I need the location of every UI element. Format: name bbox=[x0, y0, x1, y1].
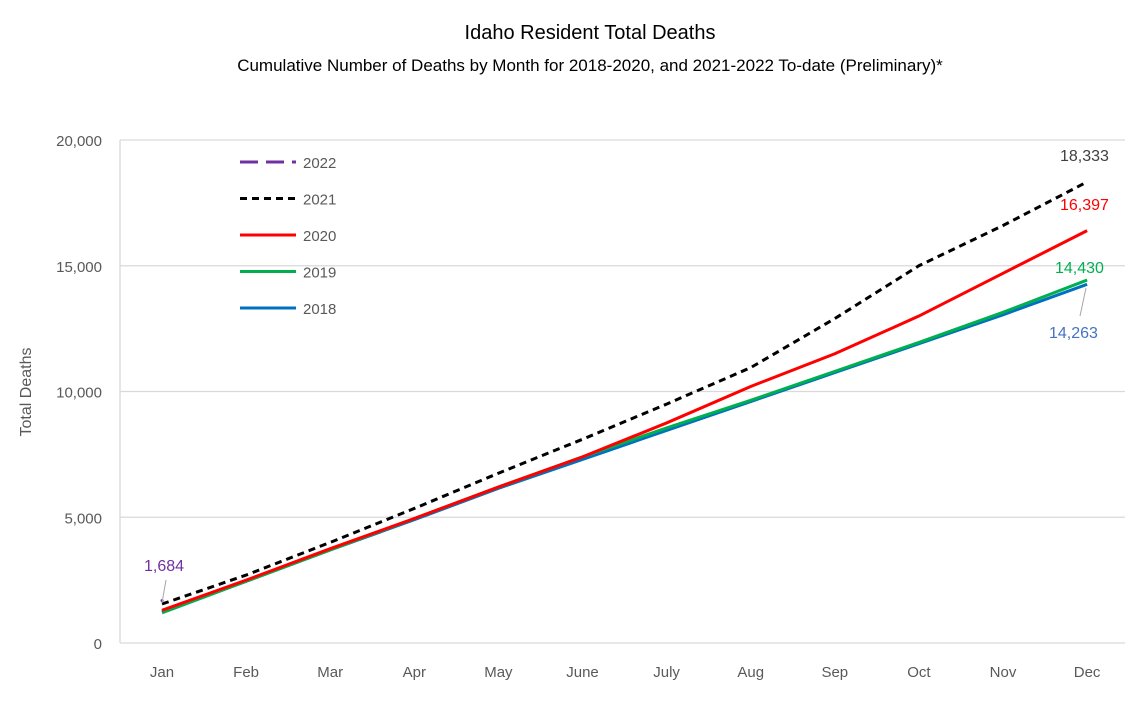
x-tick-label: Dec bbox=[1074, 664, 1101, 681]
y-tick-label: 10,000 bbox=[56, 385, 102, 402]
leader-line bbox=[1079, 287, 1087, 317]
x-tick-label: June bbox=[566, 664, 599, 681]
x-tick-label: May bbox=[484, 664, 513, 681]
x-tick-label: Feb bbox=[233, 664, 259, 681]
data-label-2021: 18,333 bbox=[1060, 148, 1109, 165]
x-tick-label: Jan bbox=[150, 664, 174, 681]
x-tick-label: Nov bbox=[990, 664, 1017, 681]
data-label-2020: 16,397 bbox=[1060, 197, 1109, 214]
x-tick-label: Aug bbox=[737, 664, 764, 681]
y-axis-label: Total Deaths bbox=[18, 348, 35, 437]
x-tick-label: July bbox=[653, 664, 680, 681]
chart-subtitle: Cumulative Number of Deaths by Month for… bbox=[237, 56, 943, 75]
legend-label-2022: 2022 bbox=[303, 155, 336, 172]
legend-label-2020: 2020 bbox=[303, 228, 336, 245]
y-tick-label: 20,000 bbox=[56, 133, 102, 150]
legend-label-2019: 2019 bbox=[303, 265, 336, 282]
data-label-2018: 14,263 bbox=[1049, 325, 1098, 342]
x-tick-label: Mar bbox=[317, 664, 343, 681]
series-line-2020 bbox=[161, 229, 1088, 612]
series-line-2021 bbox=[161, 180, 1088, 606]
data-label-2019: 14,430 bbox=[1055, 260, 1104, 277]
data-label-2022: 1,684 bbox=[144, 558, 184, 575]
x-tick-label: Sep bbox=[821, 664, 848, 681]
y-tick-label: 0 bbox=[94, 636, 102, 653]
x-tick-label: Apr bbox=[403, 664, 426, 681]
legend-label-2018: 2018 bbox=[303, 301, 336, 318]
chart-title: Idaho Resident Total Deaths bbox=[464, 22, 716, 44]
legend-label-2021: 2021 bbox=[303, 192, 336, 209]
leader-line bbox=[161, 579, 167, 604]
x-tick-label: Oct bbox=[907, 664, 931, 681]
y-tick-label: 5,000 bbox=[64, 510, 102, 527]
y-tick-label: 15,000 bbox=[56, 259, 102, 276]
